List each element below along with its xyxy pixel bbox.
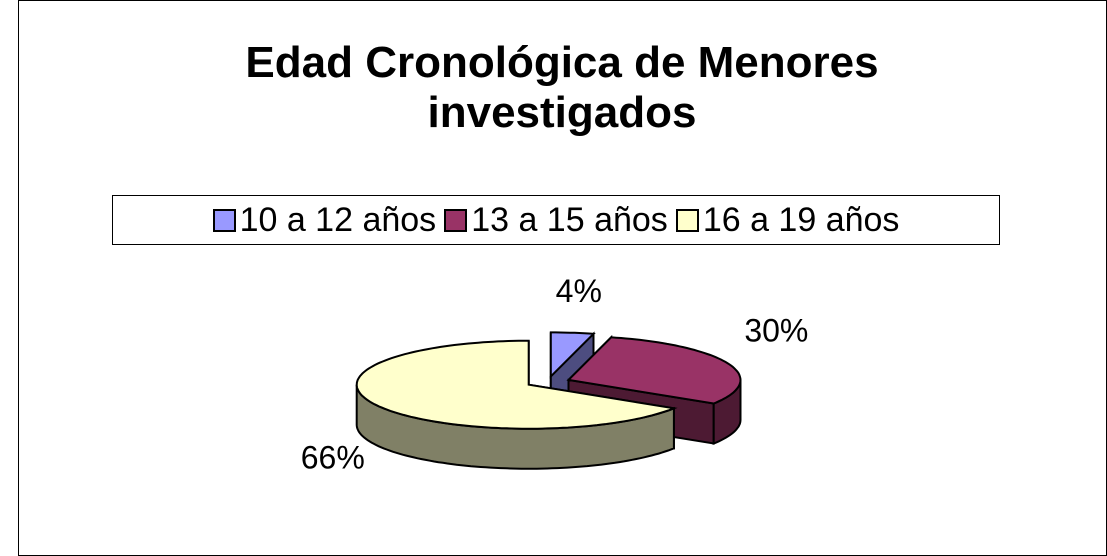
- pie-slice: [355, 339, 678, 470]
- legend: 10 a 12 años 13 a 15 años 16 a 19 años: [112, 195, 1000, 245]
- slice-top: [566, 336, 742, 405]
- legend-swatch: [444, 208, 468, 232]
- legend-item: 10 a 12 años: [212, 200, 437, 240]
- data-label: 4%: [556, 273, 602, 309]
- legend-swatch: [212, 208, 236, 232]
- chart-title: Edad Cronológica de Menores investigados: [245, 38, 879, 137]
- pie-slice: [566, 334, 742, 445]
- legend-item: 16 a 19 años: [675, 200, 900, 240]
- legend-label: 13 a 15 años: [471, 200, 668, 239]
- slice-top: [549, 331, 596, 379]
- data-label: 30%: [744, 312, 808, 348]
- data-label: 66%: [301, 440, 365, 476]
- slice-top: [355, 339, 678, 430]
- legend-label: 10 a 12 años: [239, 200, 437, 239]
- legend-item: 13 a 15 años: [444, 201, 668, 240]
- legend-label: 16 a 19 años: [702, 200, 900, 239]
- legend-swatch: [675, 208, 699, 232]
